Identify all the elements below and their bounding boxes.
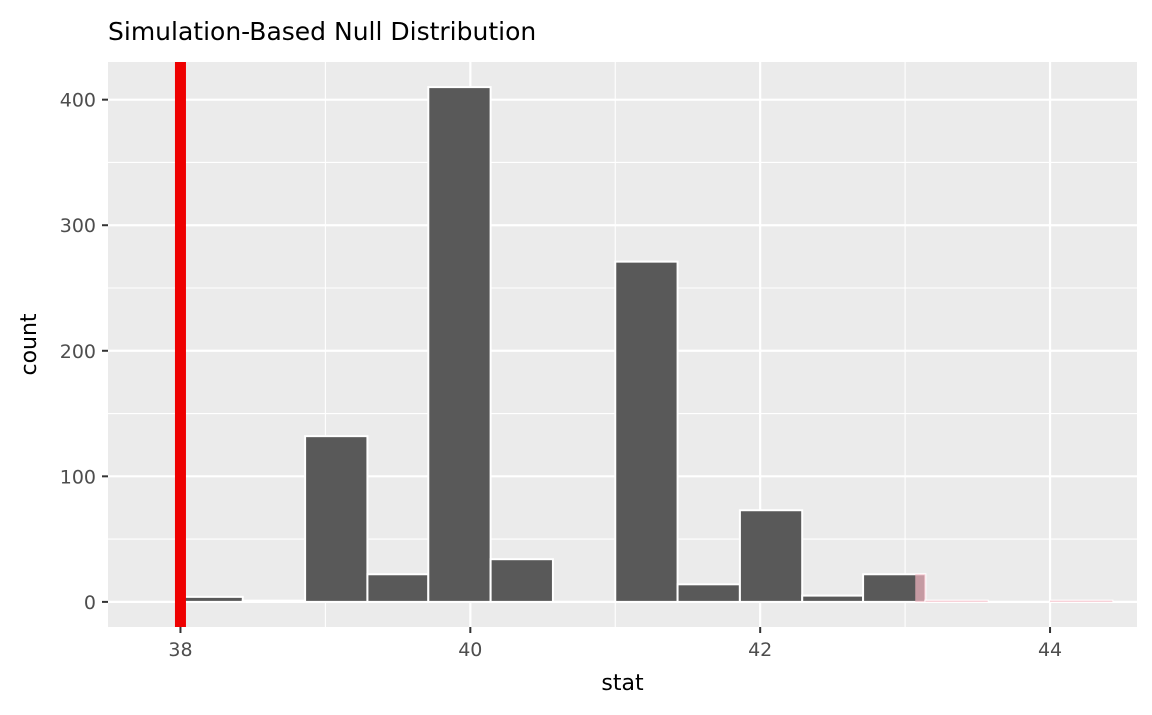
histogram-bar [801,594,865,603]
y-tick-label: 0 [84,592,96,614]
histogram-bar [738,509,804,603]
histogram-bar [489,558,554,603]
x-tick-label: 40 [458,639,482,661]
chart-title: Simulation-Based Null Distribution [108,17,536,46]
histogram-bar [241,599,307,603]
histogram-bar-shaded-part [915,574,926,602]
y-tick-label: 300 [60,215,96,237]
histogram-bar [179,595,244,603]
x-tick-label: 44 [1038,639,1062,661]
histogram-bars [179,86,1114,603]
y-axis-label: count [17,313,42,375]
histogram-bar [427,86,492,603]
histogram-bar-shaded-part [925,600,988,602]
y-tick-label: 400 [60,90,96,112]
histogram-bar [614,260,679,603]
y-axis: 0 100 200 300 400 [60,90,108,614]
histogram-bar-shaded-part [1050,600,1113,602]
histogram-bar [676,583,741,603]
histogram-bar [304,435,369,603]
y-tick-label: 200 [60,341,96,363]
histogram-bar [366,573,430,603]
x-tick-label: 38 [168,639,192,661]
y-tick-label: 100 [60,466,96,488]
x-axis-label: stat [601,671,644,696]
x-tick-label: 42 [748,639,772,661]
x-axis: 38 40 42 44 [168,627,1062,661]
